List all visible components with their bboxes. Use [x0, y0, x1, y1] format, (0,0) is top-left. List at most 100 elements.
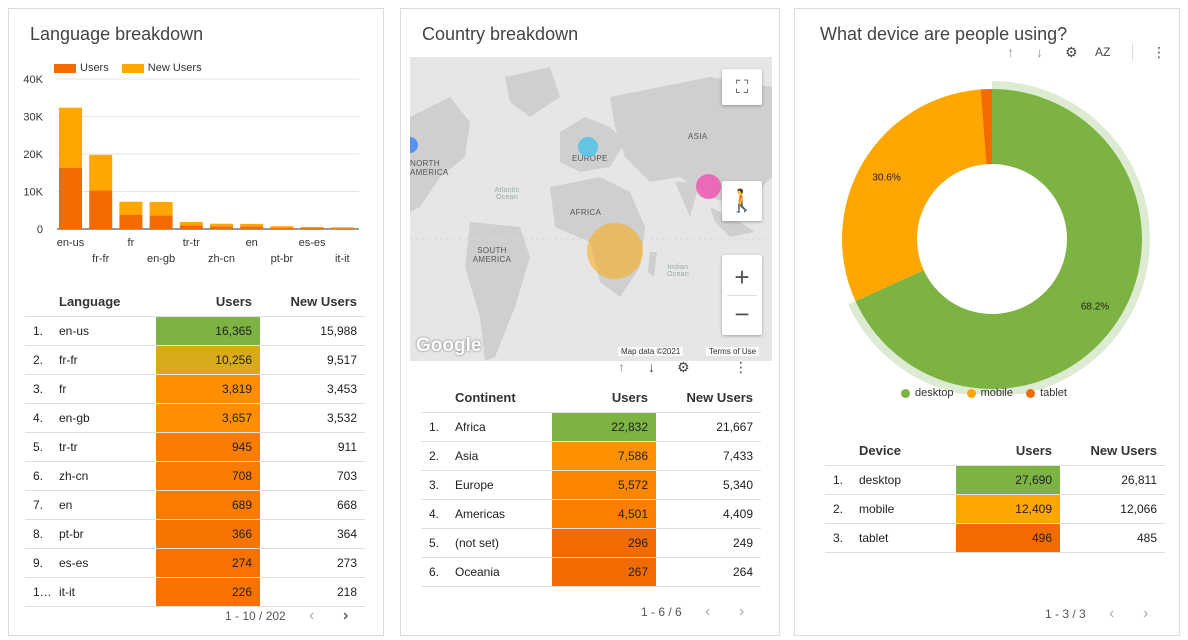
sort-descending-icon[interactable]: ↓ — [648, 359, 655, 375]
next-page-button[interactable]: › — [739, 603, 745, 620]
table-row[interactable]: 4. en-gb 3,657 3,532 — [25, 404, 365, 433]
prev-page-button[interactable]: ‹ — [1109, 605, 1115, 622]
bar-users-fr[interactable] — [119, 214, 143, 229]
column-header-new-users[interactable]: New Users — [1090, 443, 1157, 458]
bar-new-users-pt-br[interactable] — [270, 226, 294, 228]
table-row[interactable]: 6. Oceania 267 264 — [421, 558, 761, 587]
table-row[interactable]: 2. mobile 12,409 12,066 — [825, 495, 1165, 524]
bar-new-users-fr-fr[interactable] — [89, 154, 113, 191]
column-header-new-users[interactable]: New Users — [290, 294, 357, 309]
map-label-indian: Indian Ocean — [666, 264, 690, 278]
fullscreen-button[interactable]: ⛶ — [722, 69, 762, 105]
table-row[interactable]: 1. en-us 16,365 15,988 — [25, 317, 365, 346]
more-options-icon[interactable]: ⋮ — [734, 359, 748, 375]
prev-page-button[interactable]: ‹ — [309, 607, 315, 624]
bar-new-users-es-es[interactable] — [300, 226, 324, 228]
table-row[interactable]: 1. desktop 27,690 26,811 — [825, 466, 1165, 495]
legend-item-tablet[interactable]: tablet — [1026, 387, 1067, 399]
row-label: es-es — [59, 556, 89, 570]
new-users-value: 273 — [336, 556, 357, 570]
bubble-americas[interactable] — [410, 137, 418, 153]
legend-item-new-users[interactable]: New Users — [121, 62, 202, 74]
bar-users-pt-br[interactable] — [270, 227, 294, 229]
sort-descending-icon[interactable]: ↓ — [1036, 44, 1043, 60]
sort-ascending-icon[interactable]: ↑ — [618, 359, 625, 375]
toolbar-divider — [1132, 43, 1133, 61]
legend-item-users[interactable]: Users — [54, 62, 109, 74]
table-row[interactable]: 3. Europe 5,572 5,340 — [421, 471, 761, 500]
header-divider — [825, 465, 1165, 466]
slice-label-mobile: 30.6% — [872, 173, 900, 184]
table-row[interactable]: 6. zh-cn 708 703 — [25, 462, 365, 491]
row-label: Europe — [455, 478, 494, 492]
donut-legend: desktop mobile tablet — [901, 387, 1077, 401]
bubble-africa[interactable] — [587, 223, 643, 279]
column-header-new-users[interactable]: New Users — [686, 390, 753, 405]
table-header: Continent Users New Users — [421, 384, 761, 413]
column-header-label[interactable]: Device — [859, 443, 901, 458]
table-row[interactable]: 1. Africa 22,832 21,667 — [421, 413, 761, 442]
bar-new-users-en[interactable] — [240, 223, 264, 227]
chart-settings-icon[interactable]: ⚙ — [677, 359, 690, 375]
zoom-in-button[interactable]: + — [734, 261, 750, 292]
row-index: 5. — [33, 440, 44, 454]
language-bar-chart[interactable]: 40K 30K 20K 10K 0 en-us fr-fr fr en-gb tr-tr zh-cn… — [9, 69, 385, 269]
table-row[interactable]: 5. (not set) 296 249 — [421, 529, 761, 558]
table-row[interactable]: 1… it-it 226 218 — [25, 578, 365, 607]
bar-users-es-es[interactable] — [300, 227, 324, 229]
bar-new-users-zh-cn[interactable] — [210, 223, 233, 227]
new-users-value: 21,667 — [716, 420, 753, 434]
sort-az-icon[interactable]: AZ — [1095, 45, 1111, 59]
users-value-heat-cell: 366 — [156, 520, 260, 548]
prev-page-button[interactable]: ‹ — [705, 603, 711, 620]
bar-new-users-en-us[interactable] — [59, 107, 82, 168]
column-header-users[interactable]: Users — [1015, 443, 1052, 458]
table-row[interactable]: 8. pt-br 366 364 — [25, 520, 365, 549]
next-page-button[interactable]: › — [1143, 605, 1149, 622]
bar-new-users-it-it[interactable] — [330, 227, 354, 229]
next-page-button[interactable]: › — [343, 607, 349, 624]
table-row[interactable]: 7. en 689 668 — [25, 491, 365, 520]
world-map[interactable]: ASIA EUROPE NORTH AMERICA AFRICA SOUTH A… — [410, 57, 772, 361]
bar-users-tr-tr[interactable] — [179, 225, 203, 229]
legend-item-mobile[interactable]: mobile — [966, 387, 1013, 399]
bar-users-zh-cn[interactable] — [210, 226, 233, 229]
bar-users-it-it[interactable] — [330, 228, 354, 229]
terms-of-use-link[interactable]: Terms of Use — [706, 347, 760, 356]
chart-settings-icon[interactable]: ⚙ — [1065, 44, 1078, 60]
column-header-users[interactable]: Users — [215, 294, 252, 309]
table-row[interactable]: 2. fr-fr 10,256 9,517 — [25, 346, 365, 375]
legend-item-desktop[interactable]: desktop — [901, 387, 954, 399]
sort-ascending-icon[interactable]: ↑ — [1007, 44, 1014, 60]
bar-users-en-us[interactable] — [59, 167, 82, 229]
users-value-heat-cell: 274 — [156, 549, 260, 577]
table-row[interactable]: 4. Americas 4,501 4,409 — [421, 500, 761, 529]
bar-new-users-fr[interactable] — [119, 201, 143, 215]
bar-users-en[interactable] — [240, 226, 264, 229]
table-row[interactable]: 2. Asia 7,586 7,433 — [421, 442, 761, 471]
new-users-value: 249 — [732, 536, 753, 550]
donut-slice-desktop[interactable] — [855, 89, 1142, 389]
column-header-users[interactable]: Users — [611, 390, 648, 405]
bubble-europe[interactable] — [578, 137, 598, 157]
table-row[interactable]: 3. tablet 496 485 — [825, 524, 1165, 553]
table-row[interactable]: 5. tr-tr 945 911 — [25, 433, 365, 462]
bar-users-fr-fr[interactable] — [89, 190, 113, 229]
bar-new-users-en-gb[interactable] — [149, 202, 173, 216]
bar-users-en-gb[interactable] — [149, 215, 173, 229]
donut-slice-tablet[interactable] — [980, 89, 992, 165]
donut-slice-mobile[interactable] — [842, 89, 987, 302]
zoom-controls: + − — [722, 255, 762, 335]
street-view-pegman-icon[interactable]: 🚶 — [722, 181, 762, 221]
column-header-label[interactable]: Continent — [455, 390, 516, 405]
column-header-label[interactable]: Language — [59, 294, 121, 309]
zoom-out-button[interactable]: − — [734, 298, 750, 329]
device-donut-chart[interactable]: 68.2% 30.6% — [795, 64, 1181, 394]
table-row[interactable]: 9. es-es 274 273 — [25, 549, 365, 578]
bar-new-users-tr-tr[interactable] — [179, 222, 203, 226]
google-logo: Google — [416, 335, 482, 356]
more-options-icon[interactable]: ⋮ — [1152, 44, 1166, 60]
row-index: 3. — [429, 478, 440, 492]
table-row[interactable]: 3. fr 3,819 3,453 — [25, 375, 365, 404]
bubble-asia[interactable] — [696, 174, 721, 199]
